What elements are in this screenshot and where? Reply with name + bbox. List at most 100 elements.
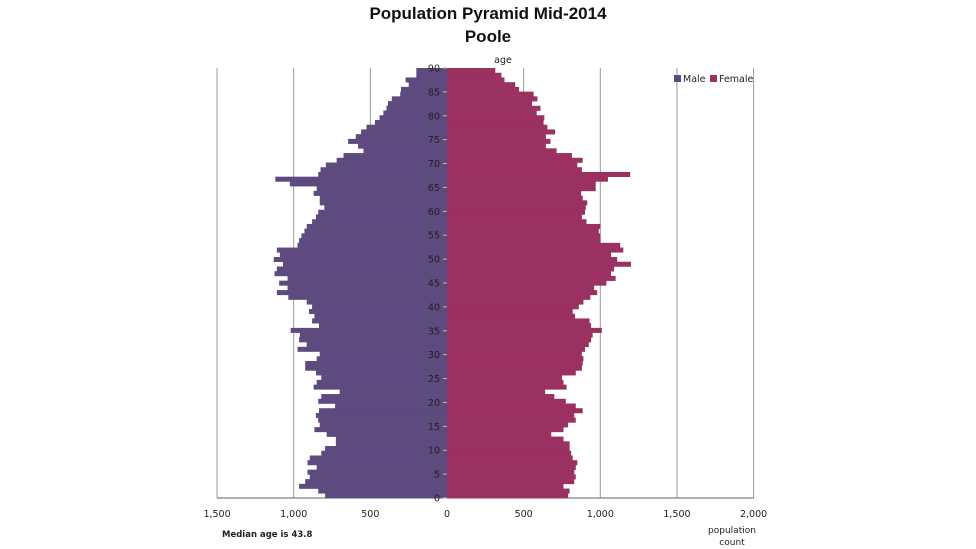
- bar-female-age-49: [447, 261, 631, 267]
- bar-male-age-58: [312, 219, 447, 225]
- bar-male-age-71: [336, 157, 447, 163]
- bar-male-age-33: [299, 337, 447, 343]
- bar-female-age-61: [447, 205, 586, 211]
- bar-female-age-76: [447, 134, 546, 140]
- bar-female-age-51: [447, 252, 612, 258]
- chart-subtitle: Poole: [464, 27, 512, 46]
- bar-female-age-38: [447, 313, 576, 319]
- bar-male-age-23: [313, 384, 447, 390]
- y-tick-label: 75: [428, 135, 440, 146]
- bar-female-age-50: [447, 257, 618, 263]
- bar-female-age-46: [447, 275, 616, 281]
- bar-female-age-43: [447, 290, 598, 296]
- bar-male-age-88: [405, 77, 447, 83]
- bar-male-age-18: [318, 408, 447, 414]
- bar-male-age-78: [366, 124, 447, 130]
- bar-female-age-3: [447, 479, 575, 485]
- bar-female-age-77: [447, 129, 556, 135]
- x-tick-label: 1,000: [587, 509, 614, 520]
- bar-male-age-46: [287, 275, 447, 281]
- bar-female-age-60: [447, 209, 585, 215]
- bar-female-age-30: [447, 351, 582, 357]
- legend-label-female: Female: [719, 74, 754, 85]
- bar-male-age-84: [391, 96, 447, 102]
- bar-male-age-31: [297, 346, 447, 352]
- bar-female-age-89: [447, 72, 502, 78]
- bar-male-age-8: [309, 455, 447, 461]
- bar-female-age-42: [447, 294, 591, 300]
- bar-male-age-87: [408, 82, 447, 88]
- y-tick-label: 30: [428, 350, 440, 361]
- y-tick-label: 90: [428, 64, 440, 75]
- bar-female-age-69: [447, 167, 582, 173]
- bar-male-age-24: [316, 379, 447, 385]
- x-tick-label: 0: [444, 509, 450, 520]
- bar-male-age-2: [299, 483, 447, 489]
- bar-male-age-82: [386, 105, 447, 111]
- bar-male-age-48: [276, 266, 447, 272]
- bar-female-age-21: [447, 394, 555, 400]
- bar-male-age-57: [306, 223, 447, 229]
- bar-female-age-5: [447, 469, 575, 475]
- bar-female-age-55: [447, 233, 601, 239]
- bar-male-age-44: [287, 285, 447, 291]
- y-tick-label: 70: [428, 159, 440, 170]
- bar-female-age-22: [447, 389, 546, 395]
- y-tick-label: 80: [428, 111, 440, 122]
- bar-male-age-21: [321, 394, 447, 400]
- bar-female-age-85: [447, 91, 534, 97]
- bar-male-age-19: [335, 403, 447, 409]
- bar-female-age-67: [447, 176, 608, 182]
- bar-male-age-80: [379, 115, 447, 121]
- bar-male-age-52: [276, 247, 447, 253]
- y-tick-label: 40: [428, 302, 440, 313]
- bar-female-age-39: [447, 308, 573, 315]
- y-tick-label: 0: [434, 494, 440, 505]
- bar-male-age-25: [321, 375, 447, 381]
- bar-female-age-34: [447, 332, 593, 338]
- bar-male-age-16: [318, 417, 447, 423]
- x-tick-label: 1,500: [663, 509, 690, 520]
- y-tick-label: 45: [428, 279, 440, 290]
- bar-female-age-54: [447, 238, 601, 244]
- legend: Male Female: [674, 74, 754, 85]
- y-axis-label: age: [494, 55, 512, 66]
- bar-male-age-73: [363, 148, 447, 154]
- bar-male-age-40: [312, 304, 447, 310]
- bar-female-age-44: [447, 285, 595, 291]
- bar-male-age-47: [274, 271, 447, 277]
- bar-male-age-86: [401, 86, 447, 92]
- bar-female-age-2: [447, 483, 564, 489]
- bar-female-age-18: [447, 408, 583, 414]
- bar-female-age-41: [447, 299, 584, 305]
- bar-female-age-66: [447, 181, 596, 187]
- bar-male-age-9: [321, 450, 447, 456]
- x-tick-label: 2,000: [740, 509, 767, 520]
- bar-male-age-20: [318, 398, 447, 404]
- bar-female-age-59: [447, 214, 582, 220]
- bar-male-age-4: [309, 474, 447, 480]
- y-tick-label: 20: [428, 398, 440, 409]
- bar-male-age-79: [374, 119, 447, 126]
- bar-female-age-14: [447, 427, 564, 433]
- bar-female-age-70: [447, 162, 578, 168]
- bar-male-age-54: [299, 238, 447, 244]
- bar-male-age-67: [275, 176, 447, 182]
- legend-swatch-male: [674, 75, 681, 82]
- bar-female-age-12: [447, 436, 564, 442]
- bar-female-age-74: [447, 143, 546, 149]
- bar-male-age-29: [316, 356, 447, 362]
- bar-female-age-80: [447, 115, 545, 121]
- y-tick-label: 35: [428, 326, 440, 337]
- bar-male-age-70: [325, 162, 447, 168]
- y-tick-label: 55: [428, 231, 440, 242]
- bar-female-age-82: [447, 105, 541, 111]
- bar-female-age-87: [447, 82, 516, 88]
- bar-male-age-7: [307, 460, 447, 466]
- bar-female-age-62: [447, 200, 588, 206]
- bar-male-age-37: [312, 318, 447, 324]
- bar-male-age-49: [282, 261, 447, 267]
- bar-male-age-26: [315, 370, 447, 376]
- y-tick-label: 15: [428, 422, 440, 433]
